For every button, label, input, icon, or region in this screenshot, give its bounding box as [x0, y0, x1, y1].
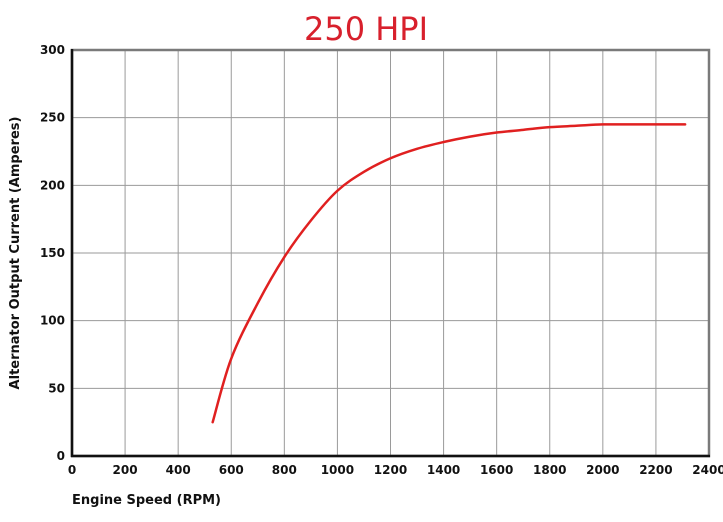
grid — [72, 49, 710, 456]
x-tick-label: 800 — [272, 463, 297, 477]
x-tick-label: 1200 — [374, 463, 407, 477]
x-tick-label: 0 — [68, 463, 76, 477]
x-tick-label: 200 — [113, 463, 138, 477]
y-tick-label: 200 — [40, 178, 65, 192]
y-tick-label: 250 — [40, 111, 65, 125]
x-tick-label: 400 — [166, 463, 191, 477]
x-tick-label: 2400 — [692, 463, 723, 477]
x-tick-label: 1600 — [480, 463, 513, 477]
x-tick-label: 2000 — [586, 463, 619, 477]
x-tick-label: 1000 — [321, 463, 354, 477]
y-tick-label: 0 — [57, 449, 65, 463]
y-axis-label: Alternator Output Current (Amperes) — [8, 117, 23, 390]
y-tick-label: 150 — [40, 246, 65, 260]
axes — [70, 49, 710, 458]
y-tick-label: 100 — [40, 314, 65, 328]
chart-title: 250 HPI — [304, 10, 428, 48]
x-axis-label: Engine Speed (RPM) — [72, 493, 221, 508]
y-tick-label: 300 — [40, 43, 65, 57]
series — [211, 123, 687, 424]
y-tick-label: 50 — [48, 381, 65, 395]
tick-labels: 0 200 400 600 800 1000 1200 1400 1600 1800 2000 220… — [40, 43, 723, 477]
series-line-0 — [211, 123, 687, 424]
x-tick-label: 1400 — [427, 463, 460, 477]
x-tick-label: 1800 — [533, 463, 566, 477]
x-tick-label: 600 — [219, 463, 244, 477]
x-tick-label: 2200 — [639, 463, 672, 477]
